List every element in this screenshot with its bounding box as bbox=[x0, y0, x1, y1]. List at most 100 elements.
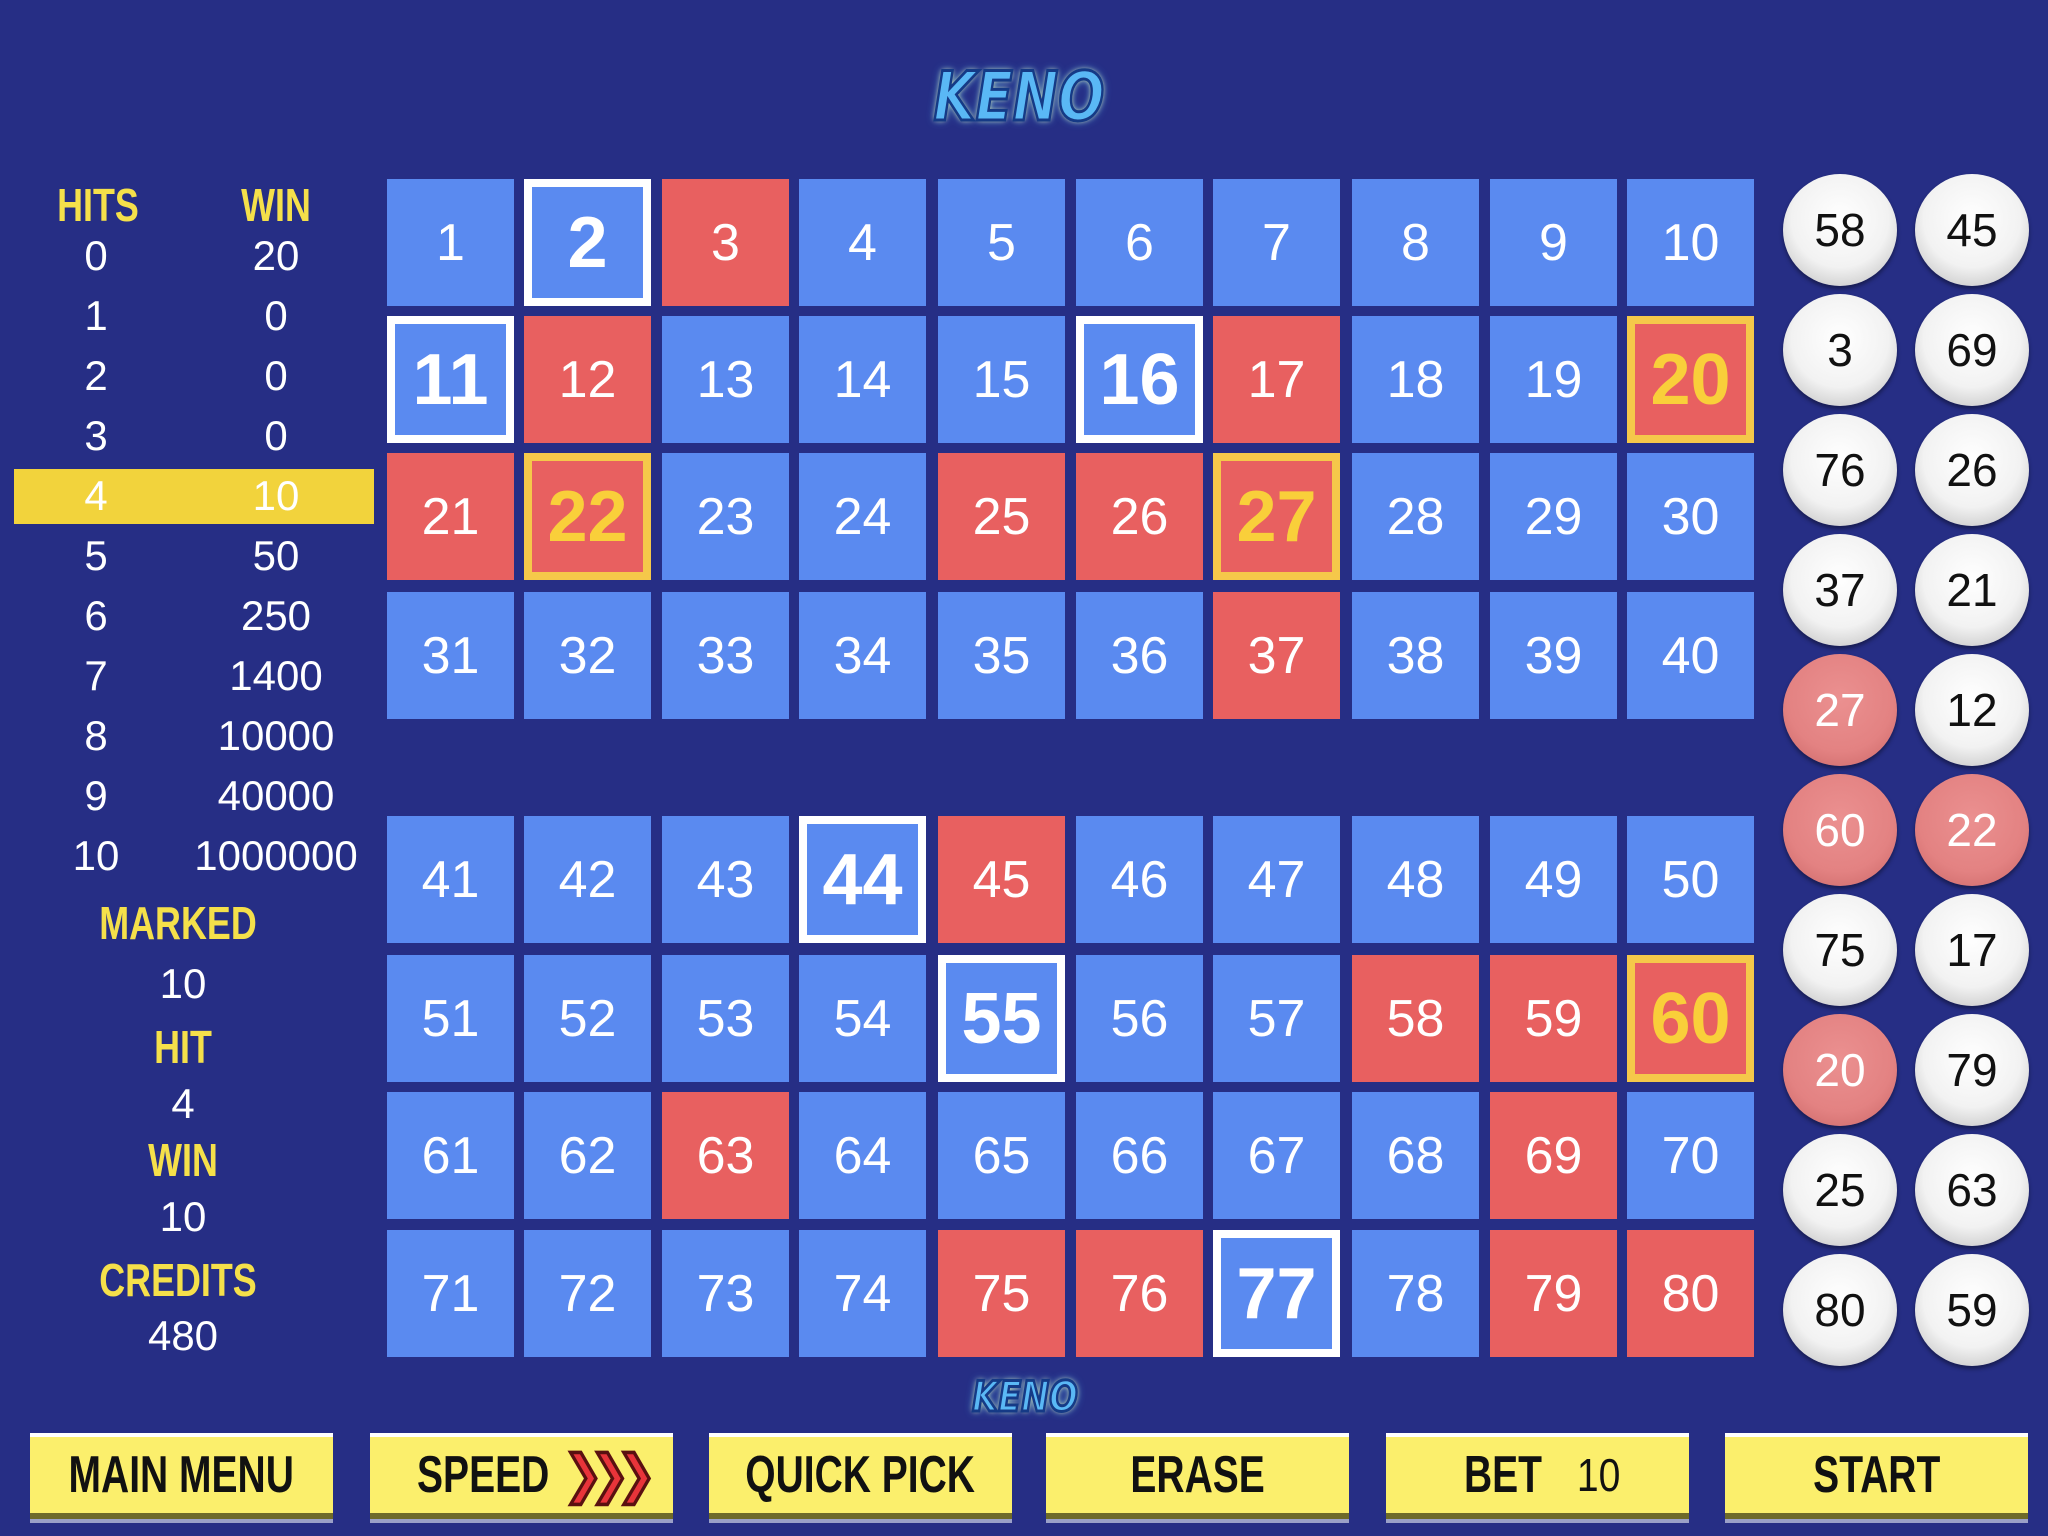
number-cell-47-open[interactable]: 47 bbox=[1213, 816, 1340, 943]
number-cell-45-drawn[interactable]: 45 bbox=[938, 816, 1065, 943]
number-cell-55-picked[interactable]: 55 bbox=[938, 955, 1065, 1082]
marked-value: 10 bbox=[159, 960, 207, 1007]
hit-value: 4 bbox=[171, 1080, 195, 1127]
number-cell-19-open[interactable]: 19 bbox=[1490, 316, 1617, 443]
number-cell-46-open[interactable]: 46 bbox=[1076, 816, 1203, 943]
number-cell-33-open[interactable]: 33 bbox=[662, 592, 789, 719]
number-cell-7-open[interactable]: 7 bbox=[1213, 179, 1340, 306]
number-cell-30-open[interactable]: 30 bbox=[1627, 453, 1754, 580]
number-cell-32-open[interactable]: 32 bbox=[524, 592, 651, 719]
paytable-win: 0 bbox=[264, 352, 288, 399]
number-cell-54-open[interactable]: 54 bbox=[799, 955, 926, 1082]
number-cell-40-open[interactable]: 40 bbox=[1627, 592, 1754, 719]
number-cell-10-open[interactable]: 10 bbox=[1627, 179, 1754, 306]
drawn-ball: 21 bbox=[1915, 534, 2029, 646]
paytable-win: 20 bbox=[252, 232, 300, 279]
number-cell-28-open[interactable]: 28 bbox=[1352, 453, 1479, 580]
number-cell-14-open[interactable]: 14 bbox=[799, 316, 926, 443]
number-cell-8-open[interactable]: 8 bbox=[1352, 179, 1479, 306]
number-cell-37-drawn[interactable]: 37 bbox=[1213, 592, 1340, 719]
number-cell-17-drawn[interactable]: 17 bbox=[1213, 316, 1340, 443]
number-cell-64-open[interactable]: 64 bbox=[799, 1092, 926, 1219]
number-cell-78-open[interactable]: 78 bbox=[1352, 1230, 1479, 1357]
number-cell-73-open[interactable]: 73 bbox=[662, 1230, 789, 1357]
number-cell-74-open[interactable]: 74 bbox=[799, 1230, 926, 1357]
number-cell-69-drawn[interactable]: 69 bbox=[1490, 1092, 1617, 1219]
number-cell-16-picked[interactable]: 16 bbox=[1076, 316, 1203, 443]
number-cell-44-picked[interactable]: 44 bbox=[799, 816, 926, 943]
number-cell-61-open[interactable]: 61 bbox=[387, 1092, 514, 1219]
number-cell-41-open[interactable]: 41 bbox=[387, 816, 514, 943]
number-cell-27-hit[interactable]: 27 bbox=[1213, 453, 1340, 580]
number-cell-58-drawn[interactable]: 58 bbox=[1352, 955, 1479, 1082]
number-cell-71-open[interactable]: 71 bbox=[387, 1230, 514, 1357]
number-cell-56-open[interactable]: 56 bbox=[1076, 955, 1203, 1082]
number-cell-39-open[interactable]: 39 bbox=[1490, 592, 1617, 719]
drawn-ball: 58 bbox=[1783, 174, 1897, 286]
paytable-win: 0 bbox=[264, 412, 288, 459]
bet-button[interactable]: BET 10 bbox=[1386, 1433, 1689, 1519]
number-cell-57-open[interactable]: 57 bbox=[1213, 955, 1340, 1082]
number-cell-21-drawn[interactable]: 21 bbox=[387, 453, 514, 580]
drawn-ball: 80 bbox=[1783, 1254, 1897, 1366]
number-cell-15-open[interactable]: 15 bbox=[938, 316, 1065, 443]
number-cell-29-open[interactable]: 29 bbox=[1490, 453, 1617, 580]
number-cell-25-drawn[interactable]: 25 bbox=[938, 453, 1065, 580]
main-menu-button[interactable]: MAIN MENU bbox=[30, 1433, 333, 1519]
number-cell-31-open[interactable]: 31 bbox=[387, 592, 514, 719]
number-cell-76-drawn[interactable]: 76 bbox=[1076, 1230, 1203, 1357]
number-cell-6-open[interactable]: 6 bbox=[1076, 179, 1203, 306]
number-cell-22-hit[interactable]: 22 bbox=[524, 453, 651, 580]
number-cell-80-drawn[interactable]: 80 bbox=[1627, 1230, 1754, 1357]
number-cell-5-open[interactable]: 5 bbox=[938, 179, 1065, 306]
number-cell-70-open[interactable]: 70 bbox=[1627, 1092, 1754, 1219]
number-cell-18-open[interactable]: 18 bbox=[1352, 316, 1479, 443]
number-cell-3-drawn[interactable]: 3 bbox=[662, 179, 789, 306]
paytable-win: 250 bbox=[240, 592, 312, 639]
number-cell-36-open[interactable]: 36 bbox=[1076, 592, 1203, 719]
number-cell-12-drawn[interactable]: 12 bbox=[524, 316, 651, 443]
number-cell-13-open[interactable]: 13 bbox=[662, 316, 789, 443]
number-cell-65-open[interactable]: 65 bbox=[938, 1092, 1065, 1219]
number-cell-48-open[interactable]: 48 bbox=[1352, 816, 1479, 943]
number-cell-20-hit[interactable]: 20 bbox=[1627, 316, 1754, 443]
number-cell-1-open[interactable]: 1 bbox=[387, 179, 514, 306]
number-cell-59-drawn[interactable]: 59 bbox=[1490, 955, 1617, 1082]
number-cell-60-hit[interactable]: 60 bbox=[1627, 955, 1754, 1082]
paytable-win: 10000 bbox=[217, 712, 335, 759]
number-cell-4-open[interactable]: 4 bbox=[799, 179, 926, 306]
number-cell-62-open[interactable]: 62 bbox=[524, 1092, 651, 1219]
speed-button[interactable]: SPEED ❯❯❯ bbox=[370, 1433, 673, 1519]
number-cell-42-open[interactable]: 42 bbox=[524, 816, 651, 943]
number-cell-9-open[interactable]: 9 bbox=[1490, 179, 1617, 306]
number-cell-49-open[interactable]: 49 bbox=[1490, 816, 1617, 943]
number-cell-67-open[interactable]: 67 bbox=[1213, 1092, 1340, 1219]
number-cell-35-open[interactable]: 35 bbox=[938, 592, 1065, 719]
paytable-hits: 5 bbox=[84, 532, 108, 579]
erase-button[interactable]: ERASE bbox=[1046, 1433, 1349, 1519]
number-cell-43-open[interactable]: 43 bbox=[662, 816, 789, 943]
quick-pick-button[interactable]: QUICK PICK bbox=[709, 1433, 1012, 1519]
number-cell-66-open[interactable]: 66 bbox=[1076, 1092, 1203, 1219]
number-cell-38-open[interactable]: 38 bbox=[1352, 592, 1479, 719]
drawn-ball-hit: 20 bbox=[1783, 1014, 1897, 1126]
number-cell-51-open[interactable]: 51 bbox=[387, 955, 514, 1082]
number-cell-23-open[interactable]: 23 bbox=[662, 453, 789, 580]
number-cell-53-open[interactable]: 53 bbox=[662, 955, 789, 1082]
number-cell-52-open[interactable]: 52 bbox=[524, 955, 651, 1082]
number-cell-72-open[interactable]: 72 bbox=[524, 1230, 651, 1357]
number-cell-50-open[interactable]: 50 bbox=[1627, 816, 1754, 943]
number-cell-77-picked[interactable]: 77 bbox=[1213, 1230, 1340, 1357]
main-menu-label: MAIN MENU bbox=[68, 1446, 295, 1504]
number-cell-2-picked[interactable]: 2 bbox=[524, 179, 651, 306]
number-cell-26-drawn[interactable]: 26 bbox=[1076, 453, 1203, 580]
start-button[interactable]: START bbox=[1725, 1433, 2028, 1519]
number-cell-11-picked[interactable]: 11 bbox=[387, 316, 514, 443]
number-cell-68-open[interactable]: 68 bbox=[1352, 1092, 1479, 1219]
number-cell-24-open[interactable]: 24 bbox=[799, 453, 926, 580]
number-cell-79-drawn[interactable]: 79 bbox=[1490, 1230, 1617, 1357]
number-cell-63-drawn[interactable]: 63 bbox=[662, 1092, 789, 1219]
win-label: WIN bbox=[148, 1134, 218, 1186]
number-cell-34-open[interactable]: 34 bbox=[799, 592, 926, 719]
number-cell-75-drawn[interactable]: 75 bbox=[938, 1230, 1065, 1357]
